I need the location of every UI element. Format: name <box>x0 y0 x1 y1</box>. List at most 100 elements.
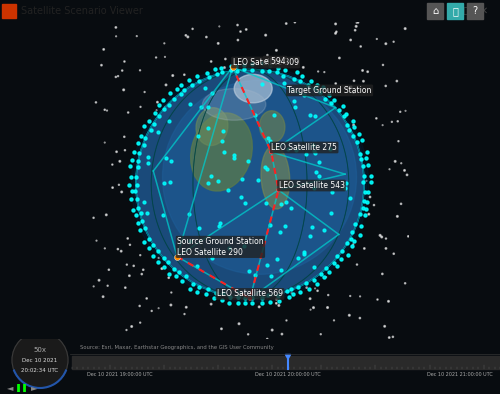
Point <box>404 233 412 240</box>
Point <box>358 67 366 74</box>
Point <box>194 133 202 139</box>
Point <box>272 47 280 54</box>
Point <box>314 288 322 294</box>
Point <box>310 148 318 154</box>
Point <box>160 97 168 103</box>
Point <box>168 289 175 296</box>
Point <box>290 105 298 111</box>
Point <box>332 30 340 37</box>
Ellipse shape <box>260 111 285 143</box>
Text: 🏔: 🏔 <box>452 6 458 16</box>
Point <box>138 218 146 225</box>
Circle shape <box>12 332 68 388</box>
Point <box>165 102 173 108</box>
Point <box>248 61 256 67</box>
Point <box>312 243 320 249</box>
Point <box>246 199 254 205</box>
Point <box>274 65 282 71</box>
Point <box>306 286 314 292</box>
Point <box>356 315 364 321</box>
Point <box>193 123 201 129</box>
Point <box>144 160 152 166</box>
Point <box>382 41 390 47</box>
Point <box>260 242 268 248</box>
Text: Target Ground Station: Target Ground Station <box>288 86 372 95</box>
Point <box>358 137 366 143</box>
Point <box>103 108 111 114</box>
Bar <box>2 4 16 18</box>
Text: ⌂: ⌂ <box>432 6 438 16</box>
Point <box>360 198 368 204</box>
Point <box>306 296 314 302</box>
Point <box>133 33 141 39</box>
Point <box>282 20 290 27</box>
Point <box>196 104 204 110</box>
Point <box>186 101 194 107</box>
Point <box>397 160 405 166</box>
Point <box>155 244 163 250</box>
Point <box>95 277 103 283</box>
Point <box>134 158 142 164</box>
Ellipse shape <box>202 89 266 120</box>
Text: ◄: ◄ <box>7 383 13 392</box>
Point <box>144 154 152 160</box>
Point <box>401 26 409 32</box>
Point <box>328 210 336 216</box>
Point <box>354 131 362 137</box>
Point <box>304 158 312 164</box>
Point <box>282 288 290 294</box>
Point <box>350 238 358 244</box>
Point <box>146 117 154 124</box>
Point <box>298 275 306 281</box>
Point <box>308 224 316 230</box>
Point <box>207 58 215 65</box>
Point <box>401 280 409 286</box>
Text: Source Ground Station
LEO Satellite 290: Source Ground Station LEO Satellite 290 <box>177 237 264 256</box>
Point <box>105 267 113 273</box>
Point <box>167 302 175 308</box>
Point <box>164 259 172 266</box>
Point <box>310 305 318 311</box>
Point <box>173 253 181 260</box>
Point <box>248 87 256 94</box>
Point <box>314 159 322 165</box>
Text: Dec 10 2021 20:00:00 UTC: Dec 10 2021 20:00:00 UTC <box>255 372 321 377</box>
Point <box>188 82 196 88</box>
Point <box>356 206 364 212</box>
Point <box>316 188 324 195</box>
Point <box>356 232 364 238</box>
Point <box>230 207 237 213</box>
Point <box>162 82 170 88</box>
Point <box>192 203 200 209</box>
Point <box>186 105 194 112</box>
Point <box>403 172 411 178</box>
Point <box>309 238 317 244</box>
Point <box>160 264 168 270</box>
Point <box>132 174 140 180</box>
Point <box>138 158 146 164</box>
Point <box>360 188 368 195</box>
Point <box>262 165 270 172</box>
Point <box>134 139 142 146</box>
Point <box>200 275 208 282</box>
Point <box>362 205 370 212</box>
Point <box>254 177 262 184</box>
Point <box>178 278 186 284</box>
Point <box>218 297 226 303</box>
Point <box>357 223 365 229</box>
Point <box>312 281 320 288</box>
Point <box>212 244 220 250</box>
Point <box>256 76 264 82</box>
Point <box>292 56 300 62</box>
Point <box>204 125 212 132</box>
Point <box>222 56 230 62</box>
Point <box>358 163 366 169</box>
Point <box>180 311 188 317</box>
Point <box>186 286 194 292</box>
Point <box>292 280 300 286</box>
Point <box>236 194 244 200</box>
Point <box>180 125 188 131</box>
Point <box>177 91 185 97</box>
Point <box>180 87 188 93</box>
Point <box>160 40 168 46</box>
